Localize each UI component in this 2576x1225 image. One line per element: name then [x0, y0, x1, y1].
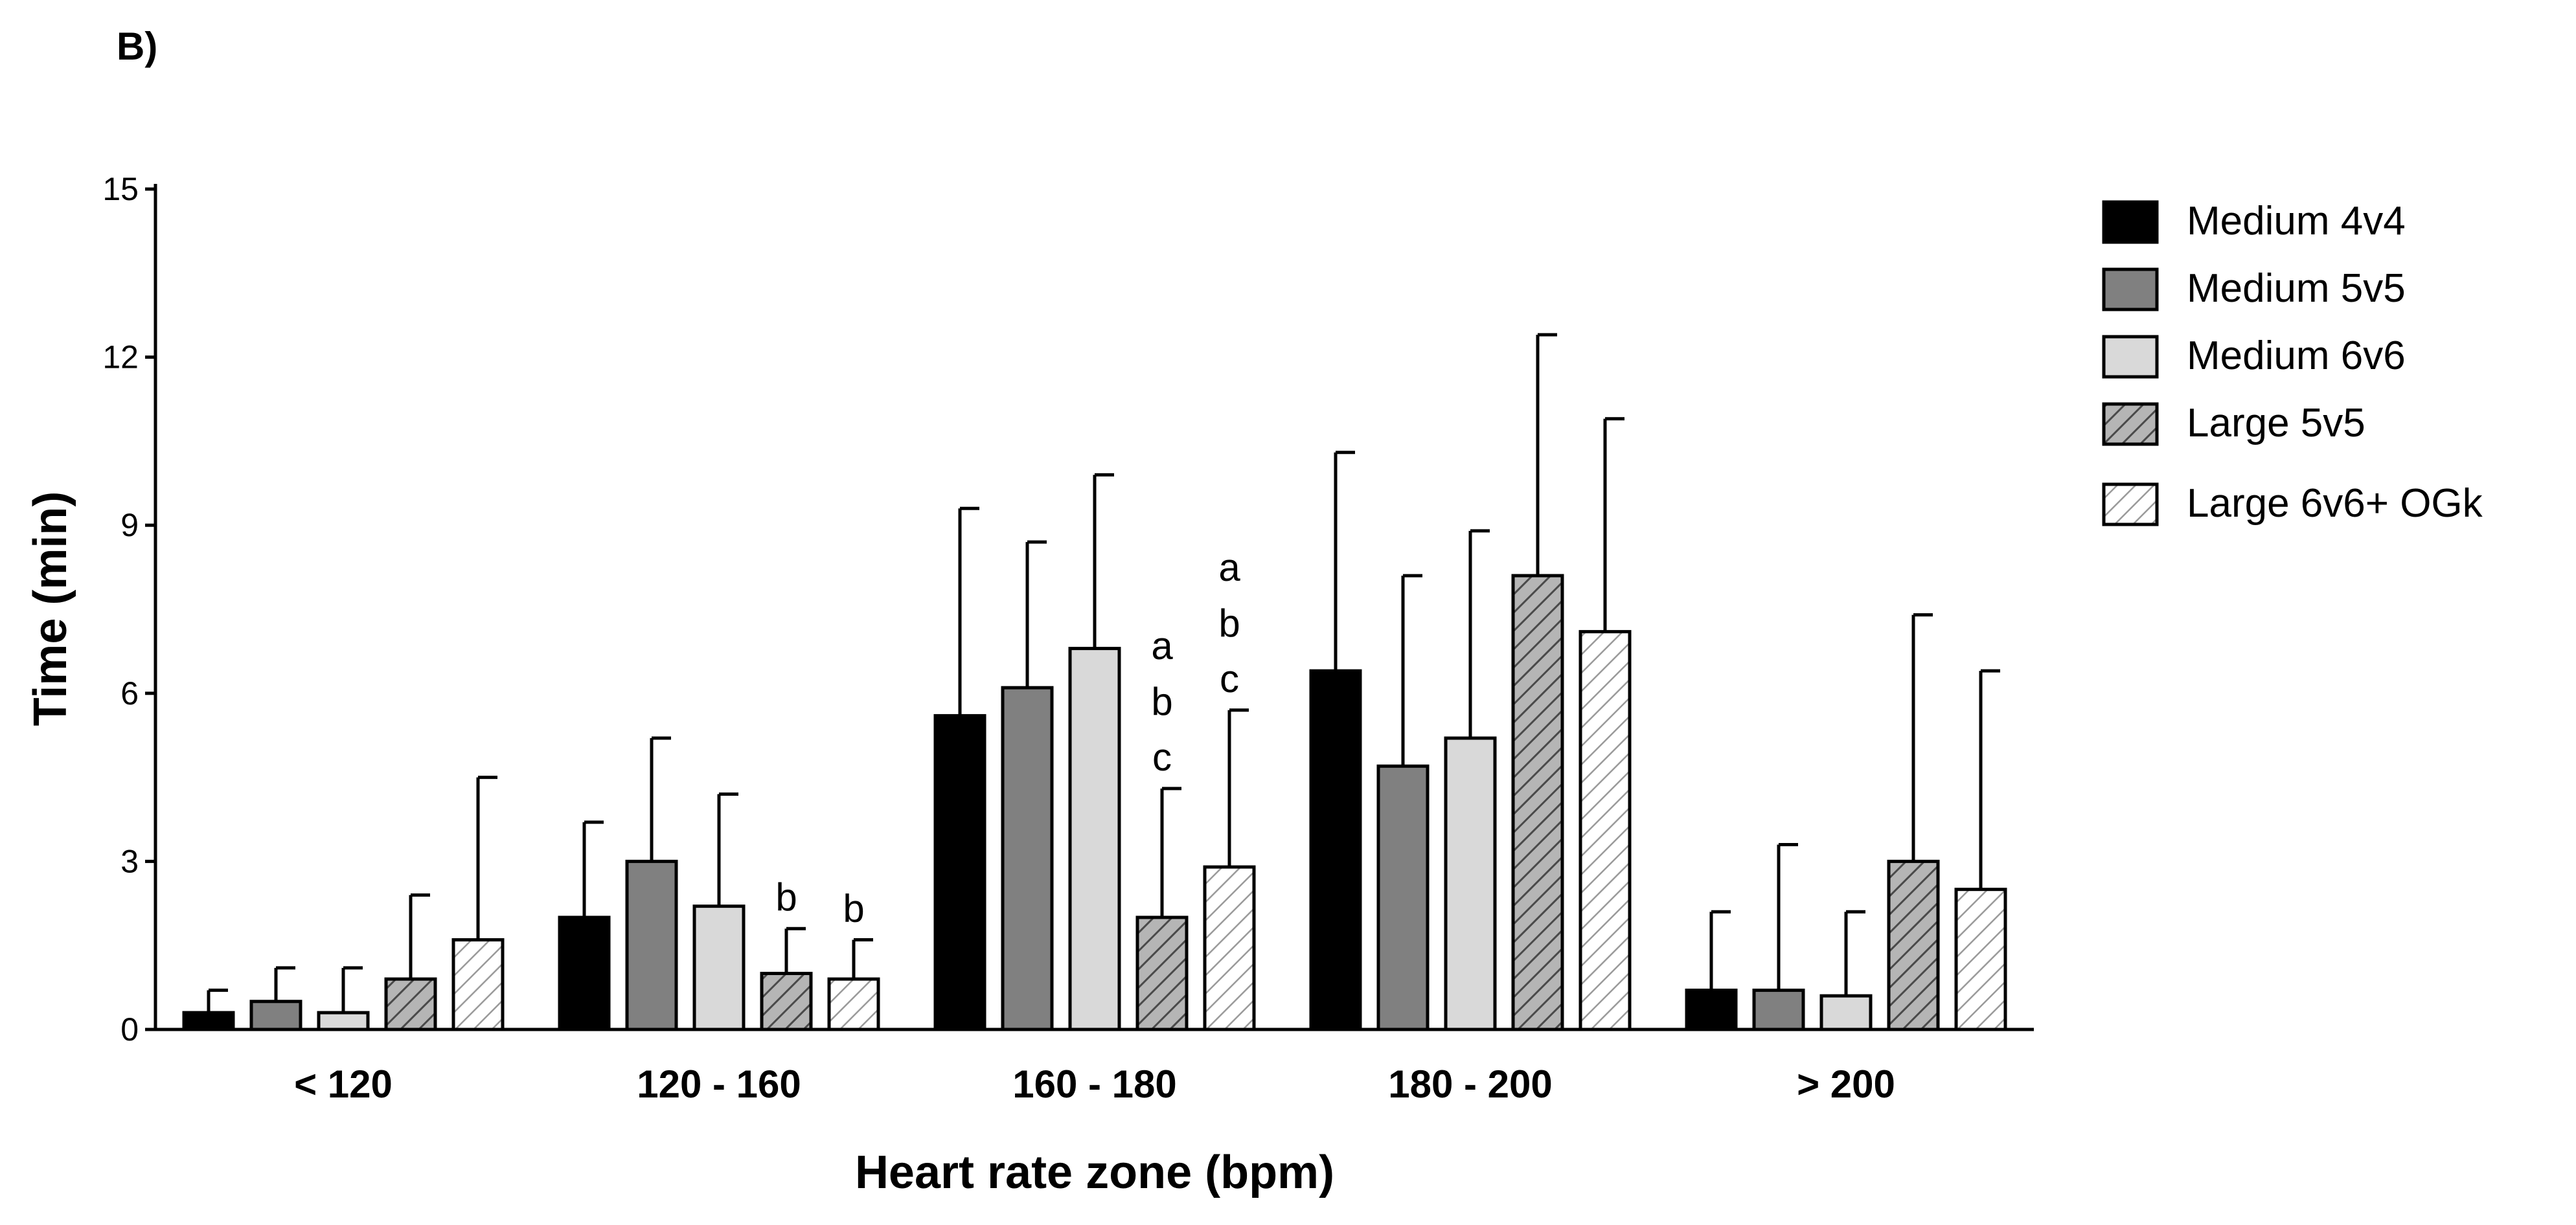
bar: [1376, 764, 1430, 1031]
bar: [625, 859, 678, 1031]
bar: [1203, 865, 1256, 1031]
legend-label: Large 6v6+ OGk: [2187, 481, 2483, 526]
significance-label: c: [1152, 736, 1172, 779]
y-tick-label: 6: [120, 675, 139, 712]
bar: [933, 714, 986, 1031]
bar: [451, 938, 505, 1031]
legend-swatch: [2102, 200, 2159, 244]
bar: [1001, 686, 1054, 1031]
significance-label: b: [775, 875, 797, 919]
x-tick-label: > 200: [1797, 1062, 1895, 1106]
y-axis-title: Time (min): [25, 491, 76, 726]
bar: [384, 977, 437, 1031]
bar: [1752, 988, 1805, 1031]
panel-label: B): [117, 25, 157, 68]
bar: [558, 916, 611, 1031]
significance-label: b: [843, 887, 864, 930]
significance-label: b: [1218, 601, 1240, 645]
bar: [827, 977, 880, 1031]
bar: [1068, 647, 1121, 1031]
bar: [249, 1000, 302, 1031]
bar: [1135, 916, 1189, 1031]
bar: [317, 1011, 370, 1031]
y-tick-label: 12: [102, 339, 139, 376]
bar: [1511, 574, 1564, 1031]
significance-label: a: [1218, 546, 1240, 589]
bar: [1819, 994, 1873, 1031]
significance-label: a: [1151, 624, 1173, 668]
legend-swatch: [2102, 267, 2159, 311]
bar: [692, 905, 746, 1031]
bar: [1954, 888, 2007, 1031]
legend-label: Medium 5v5: [2187, 266, 2406, 311]
y-tick-label: 9: [120, 507, 139, 543]
x-axis-title: Heart rate zone (bpm): [855, 1147, 1334, 1198]
x-tick-label: 160 - 180: [1012, 1062, 1177, 1106]
legend-swatch: [2102, 335, 2159, 379]
legend-label: Medium 4v4: [2187, 199, 2406, 243]
bar: [1309, 669, 1362, 1031]
bar: [1887, 859, 1940, 1031]
y-tick-label: 15: [102, 171, 139, 207]
bar: [1444, 736, 1497, 1031]
x-tick-label: 180 - 200: [1388, 1062, 1553, 1106]
bar: [760, 971, 813, 1031]
significance-label: b: [1151, 680, 1172, 723]
legend: Medium 4v4 Medium 5v5 Medium 6v6 Large 5v5 L…: [2102, 199, 2483, 526]
legend-label: Medium 6v6: [2187, 333, 2406, 378]
bar: [1579, 630, 1632, 1031]
y-tick-label: 0: [120, 1011, 139, 1048]
y-tick-label: 3: [120, 843, 139, 879]
bar: [182, 1011, 235, 1031]
significance-label: c: [1220, 657, 1239, 701]
bar: [1685, 988, 1738, 1031]
legend-swatch: [2102, 482, 2159, 526]
legend-swatch: [2102, 402, 2159, 446]
x-tick-label: < 120: [294, 1062, 393, 1106]
legend-label: Large 5v5: [2187, 401, 2365, 445]
x-tick-label: 120 - 160: [637, 1062, 801, 1106]
